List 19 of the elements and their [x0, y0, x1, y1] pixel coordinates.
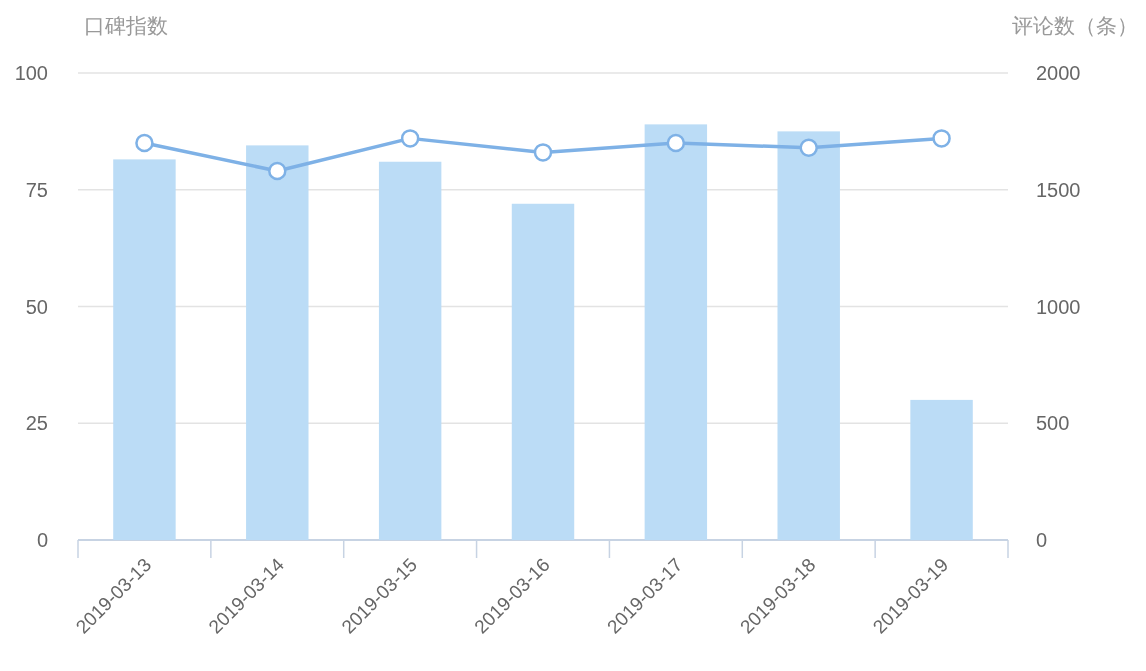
point — [533, 143, 553, 162]
y2-tick-label: 1000 — [1036, 295, 1081, 318]
y-tick-label: 100 — [14, 62, 48, 84]
y2-axis-title: 评论数（条） — [1012, 14, 1138, 37]
y-tick-label: 50 — [25, 295, 48, 318]
point — [135, 133, 154, 153]
point — [666, 133, 686, 153]
y2-tick-label: 1500 — [1036, 178, 1081, 201]
y-tick-label: 75 — [25, 178, 48, 201]
y2-tick-label: 500 — [1036, 412, 1070, 435]
point — [799, 138, 818, 157]
point — [268, 161, 287, 181]
point — [400, 129, 420, 148]
y-axis-title: 口碑指数 — [84, 14, 168, 37]
y2-tick-label: 0 — [1036, 529, 1048, 551]
y2-tick-label: 2000 — [1036, 62, 1081, 84]
y-tick-label: 25 — [25, 412, 48, 435]
point — [932, 129, 951, 148]
y-tick-label: 0 — [36, 529, 48, 551]
